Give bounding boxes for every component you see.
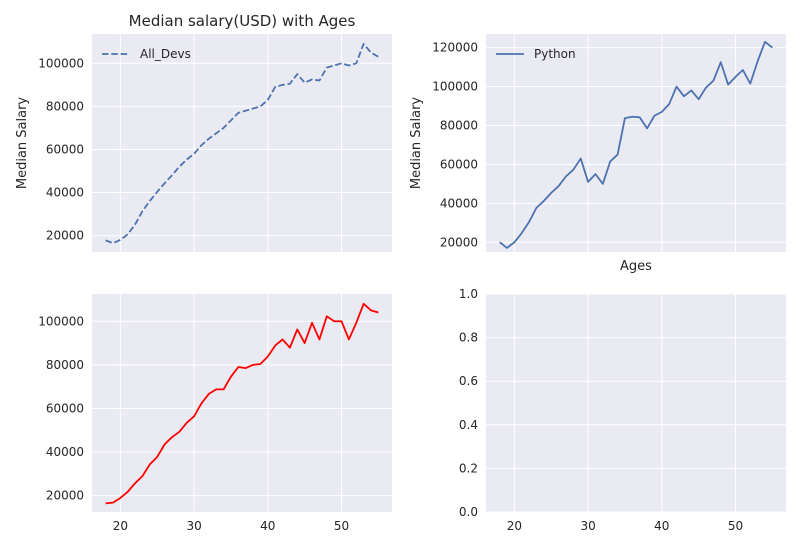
y-tick-label: 0.8 [459,331,478,345]
y-tick-label: 0.6 [459,374,478,388]
y-tick-label: 100000 [38,56,84,70]
y-axis-label: Median Salary [409,97,424,190]
y-tick-label: 60000 [46,142,84,156]
y-tick-label: 80000 [440,118,478,132]
y-tick-label: 1.0 [459,287,478,301]
x-tick-label: 30 [580,519,595,533]
subplot-4: 0.0 0.2 0.4 0.6 0.8 1.0 20 30 40 50 [459,287,786,533]
plot-background [486,294,786,512]
y-tick-label: 40000 [46,186,84,200]
y-tick-label: 0.4 [459,418,478,432]
legend: All_Devs [102,47,191,61]
y-tick-label: 80000 [46,99,84,113]
x-axis-label: Ages [620,259,652,274]
subplot-3: 20000 40000 60000 80000 100000 20 30 40 50 [38,294,392,533]
y-axis-label: Median Salary [15,97,30,190]
x-tick-label: 20 [113,519,128,533]
y-tick-label: 20000 [46,229,84,243]
y-tick-label: 20000 [46,489,84,503]
y-tick-label: 20000 [440,235,478,249]
series-line-All_Devs [105,43,379,245]
plot-background [92,294,392,512]
x-tick-label: 40 [654,519,669,533]
y-tick-label: 100000 [38,314,84,328]
y-tick-label: 60000 [46,401,84,415]
y-tick-label: 0.0 [459,505,478,519]
x-tick-label: 50 [728,519,743,533]
x-tick-label: 20 [507,519,522,533]
y-tick-label: 0.2 [459,461,478,475]
series-line-Python [499,40,773,249]
x-tick-label: 30 [186,519,201,533]
x-tick-label: 40 [260,519,275,533]
y-tick-label: 80000 [46,358,84,372]
legend-label: All_Devs [140,47,191,61]
legend: Python [496,47,576,61]
legend-label: Python [534,47,576,61]
chart-title: Median salary(USD) with Ages [129,12,356,30]
y-tick-label: 40000 [440,196,478,210]
y-tick-label: 60000 [440,157,478,171]
y-tick-label: 40000 [46,445,84,459]
series-line-series-1 [105,302,379,505]
x-tick-label: 50 [334,519,349,533]
y-tick-label: 120000 [432,41,478,55]
y-tick-label: 100000 [432,80,478,94]
subplot-2: 20000 40000 60000 80000 100000 120000 Median S… [409,34,786,274]
subplot-1: 20000 40000 60000 80000 100000 Median salary(… [15,12,392,252]
